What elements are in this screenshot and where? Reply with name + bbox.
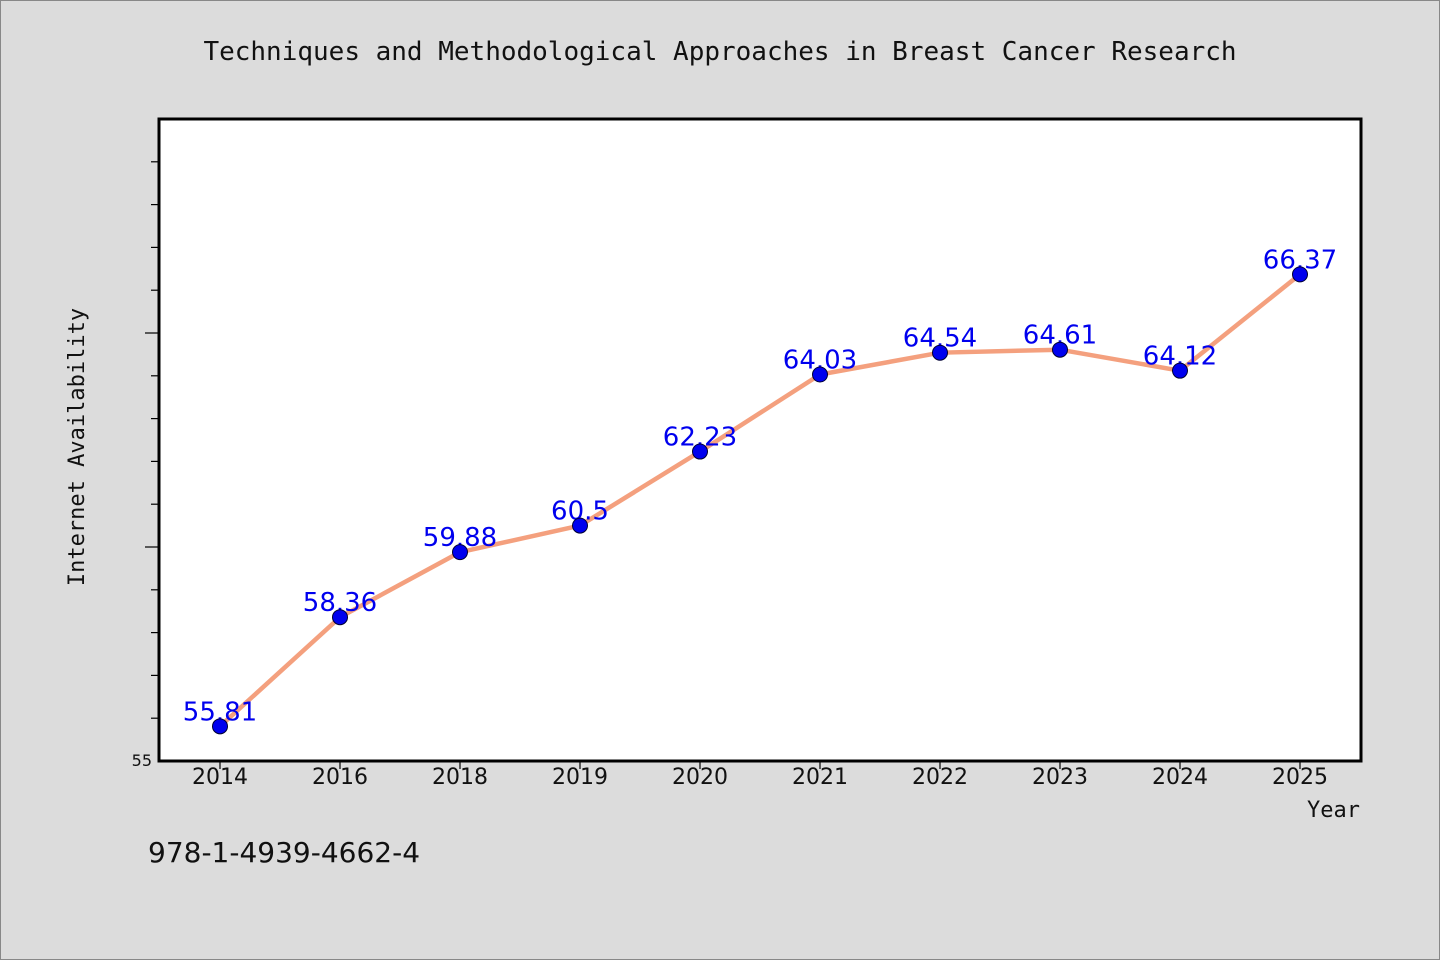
data-point [1172, 362, 1188, 379]
x-tick-label: 2021 [792, 765, 848, 790]
series-line [217, 272, 1303, 729]
x-tick-label: 2014 [192, 765, 248, 790]
data-point [212, 718, 228, 735]
data-point [692, 443, 708, 460]
data-point [572, 517, 588, 534]
footer-isbn: 978-1-4939-4662-4 [148, 836, 420, 869]
data-point [332, 609, 348, 626]
plot-area [157, 117, 1363, 763]
x-tick-label: 2019 [552, 765, 608, 790]
chart-title: Techniques and Methodological Approaches… [203, 37, 1236, 67]
x-tick-label: 2025 [1272, 765, 1328, 790]
x-axis-label: Year [1307, 798, 1360, 823]
y-axis-ticks: 55 [132, 161, 159, 770]
x-tick-label: 2023 [1032, 765, 1088, 790]
x-tick-label: 2016 [312, 765, 368, 790]
x-tick-label: 2020 [672, 765, 728, 790]
x-tick-label: 2024 [1152, 765, 1208, 790]
y-axis-label: Internet Availability [65, 308, 90, 586]
x-axis-ticks: 2014 2016 2018 2019 2020 2021 2022 2023 2024 2025 [192, 761, 1328, 790]
data-point [452, 544, 468, 561]
data-point [932, 344, 948, 361]
x-tick-label: 2022 [912, 765, 968, 790]
data-point [812, 366, 828, 383]
data-point [1292, 266, 1308, 283]
data-point [1052, 341, 1068, 358]
x-tick-label: 2018 [432, 765, 488, 790]
y-tick-label: 55 [132, 751, 152, 770]
